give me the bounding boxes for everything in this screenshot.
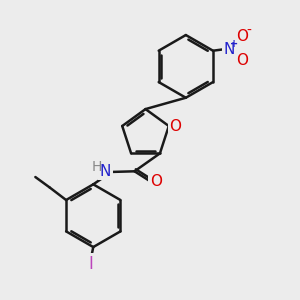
Text: H: H bbox=[92, 160, 102, 173]
Text: +: + bbox=[230, 39, 238, 50]
Text: N: N bbox=[224, 42, 235, 57]
Text: O: O bbox=[150, 174, 162, 189]
Text: O: O bbox=[169, 118, 181, 134]
Text: O: O bbox=[236, 53, 248, 68]
Text: O: O bbox=[236, 29, 248, 44]
Text: N: N bbox=[100, 164, 111, 178]
Text: -: - bbox=[246, 24, 251, 38]
Text: I: I bbox=[88, 255, 93, 273]
